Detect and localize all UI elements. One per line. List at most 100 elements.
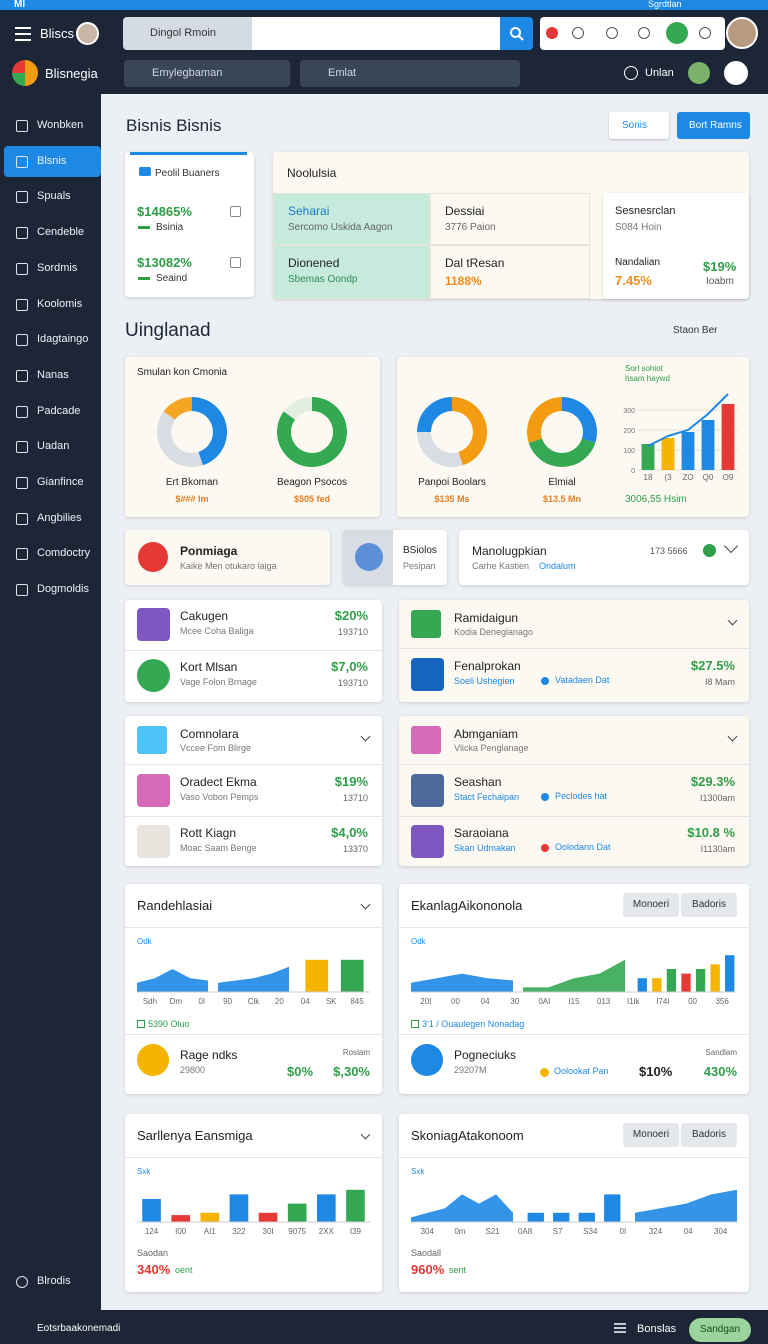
item-sub: 29800 — [180, 1065, 206, 1075]
summary-value: $14865% — [137, 204, 192, 219]
chart-card-title: EkanlagAikononola — [411, 898, 523, 913]
toggle-label[interactable]: Monoeri — [632, 899, 670, 910]
sidebar-icon — [16, 298, 28, 311]
mini-chart — [411, 955, 737, 993]
button[interactable] — [677, 112, 750, 139]
header-icon[interactable] — [638, 27, 650, 39]
list-icon — [137, 659, 170, 692]
x-label: I00 — [175, 1227, 187, 1236]
menu-label[interactable]: Bliscs — [40, 26, 74, 41]
sidebar-item[interactable]: Padcade — [37, 404, 81, 417]
footer-button[interactable] — [689, 1318, 751, 1342]
sidebar-item[interactable]: Idagtaingo — [37, 333, 89, 346]
list-item-note: 193710 — [337, 678, 368, 688]
stat-icon — [411, 1020, 419, 1028]
overview-cell-title: Dionened — [288, 256, 340, 270]
footer-note: oent — [175, 1265, 193, 1275]
list-item-note: 13370 — [342, 844, 368, 854]
item-icon — [411, 1044, 443, 1076]
button-label[interactable]: Bort Ramns — [689, 120, 742, 131]
sidebar-item[interactable]: Dogmoldis — [37, 583, 89, 596]
list-card — [399, 716, 749, 866]
header-icon[interactable] — [699, 27, 711, 39]
bar — [604, 1194, 621, 1222]
sidebar-item[interactable]: Blsnis — [37, 154, 67, 167]
header-icon[interactable] — [572, 27, 584, 39]
header-icon[interactable] — [546, 27, 558, 39]
sidebar-item[interactable]: Koolomis — [37, 297, 83, 310]
alert-sub: Carhe Kastien — [472, 561, 530, 571]
footer-button-label[interactable]: Sandgan — [699, 1324, 741, 1335]
alert-highlight: Ondalum — [539, 561, 576, 571]
area — [137, 969, 208, 992]
sidebar-item[interactable]: Spuals — [37, 190, 71, 203]
button[interactable] — [609, 112, 669, 139]
x-label: I15 — [568, 997, 580, 1006]
summary-action[interactable] — [230, 257, 241, 268]
toggle-label[interactable]: Monoeri — [632, 1129, 670, 1140]
sidebar-item[interactable]: Comdoctry — [37, 547, 91, 560]
x-label: 0I — [619, 1227, 627, 1236]
page-title: Bisnis Bisnis — [126, 116, 222, 135]
list-card — [399, 600, 749, 702]
sidebar-item[interactable]: Uadan — [37, 440, 70, 453]
list-item-tag: Peclodes hat — [555, 791, 608, 801]
user-label[interactable]: Unlan — [645, 67, 674, 79]
filter-left-label[interactable]: Emylegbaman — [152, 67, 223, 79]
list-header-title: Abmganiam — [454, 727, 519, 741]
sidebar-item[interactable]: Nanas — [37, 368, 69, 381]
toggle[interactable] — [681, 893, 737, 917]
bar — [661, 438, 675, 470]
sidebar — [0, 94, 101, 1310]
filter-right-label[interactable]: Emlat — [328, 67, 357, 79]
toggle[interactable] — [681, 1123, 737, 1147]
search-scope-label[interactable]: Dingol Rmoin — [150, 27, 217, 39]
area — [635, 1189, 737, 1222]
bar — [287, 1203, 307, 1222]
x-label: 356 — [715, 997, 729, 1006]
list-header-sub: Vlicka Penglanage — [454, 743, 529, 753]
header-icon[interactable] — [666, 22, 688, 44]
section-select-label[interactable]: Staon Ber — [673, 325, 718, 336]
search-scope[interactable] — [123, 17, 253, 50]
section-select[interactable] — [660, 318, 750, 342]
toggle-label[interactable]: Badoris — [692, 899, 726, 910]
footer-menu[interactable]: Bonslas — [637, 1323, 677, 1335]
y-tick-label: 100 — [623, 448, 635, 455]
filter-left[interactable] — [124, 60, 290, 87]
alert-icon — [355, 543, 383, 571]
sidebar-item[interactable]: Gianfince — [37, 476, 84, 488]
search-button[interactable] — [500, 17, 533, 50]
sidebar-bottom[interactable]: Blrodis — [37, 1275, 71, 1287]
button-label[interactable]: Sonis — [622, 120, 648, 131]
donut-segment — [283, 397, 312, 420]
toggle-label[interactable]: Badoris — [692, 1129, 726, 1140]
sidebar-item[interactable]: Angbilies — [37, 511, 82, 524]
donut-value: $135 Ms — [434, 494, 470, 504]
x-label: S34 — [583, 1227, 598, 1236]
x-tick-label: (3 — [664, 473, 672, 482]
bar — [229, 1194, 249, 1222]
bar — [721, 404, 735, 470]
summary-label: Bsinia — [156, 222, 184, 233]
bar — [142, 1199, 161, 1222]
item-title: Pogneciuks — [454, 1048, 517, 1062]
chart-legend: Sxk — [411, 1167, 425, 1176]
sidebar-item[interactable]: Cendeble — [37, 226, 85, 239]
donut-label: Panpoi Boolars — [418, 477, 486, 488]
menu-icon — [15, 27, 31, 41]
search-input[interactable] — [252, 17, 500, 50]
list-header-sub: Vccee Fom Blirge — [180, 743, 252, 753]
footer-label: Saodall — [411, 1248, 442, 1258]
sidebar-icon — [16, 191, 28, 204]
x-label: 324 — [648, 1227, 663, 1236]
filter-right[interactable] — [300, 60, 520, 87]
bar — [527, 1212, 544, 1222]
header-icon[interactable] — [606, 27, 618, 39]
toggle[interactable] — [623, 1123, 679, 1147]
summary-action[interactable] — [230, 206, 241, 217]
toggle[interactable] — [623, 893, 679, 917]
sidebar-item[interactable]: Sordmis — [37, 261, 78, 274]
sidebar-item[interactable]: Wonbken — [37, 119, 84, 131]
list-item-note: I8 Mam — [704, 677, 735, 687]
